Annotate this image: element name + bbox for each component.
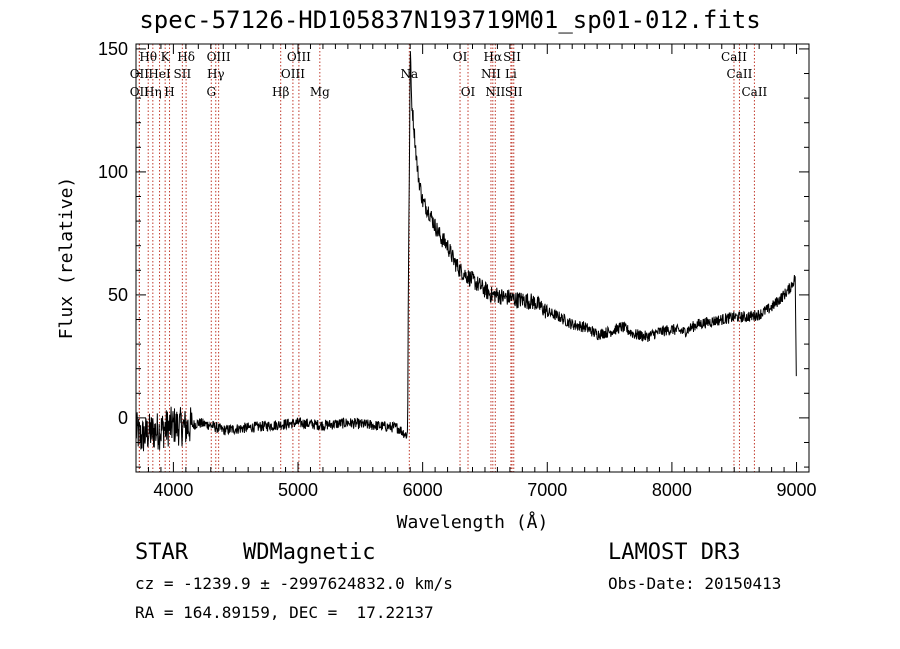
x-axis-ticks: 4000 5000 6000 7000 8000 9000	[135, 44, 817, 500]
line-label-26: CaII	[727, 67, 753, 81]
chart-title: spec-57126-HD105837N193719M01_sp01-012.f…	[139, 6, 761, 34]
y-tick-label-3: 150	[98, 39, 128, 59]
x-tick-label-4: 8000	[652, 480, 692, 500]
line-label-5: Hη	[144, 85, 162, 99]
y-tick-label-1: 50	[108, 285, 128, 305]
redshift-cz: cz = -1239.9 ± -2997624832.0 km/s	[135, 574, 453, 593]
x-axis-label: Wavelength (Å)	[397, 511, 549, 533]
line-label-17: OI	[453, 50, 468, 64]
line-label-6: H	[164, 85, 174, 99]
y-tick-label-0: 0	[118, 408, 128, 428]
line-label-24: SII	[505, 85, 523, 99]
line-label-19: Hα	[484, 50, 503, 64]
line-label-7: Hδ	[177, 50, 195, 64]
line-label-10: Hγ	[207, 67, 225, 81]
line-label-25: CaII	[721, 50, 747, 64]
coordinates: RA = 164.89159, DEC = 17.22137	[135, 603, 434, 622]
line-label-0: Hθ	[139, 50, 157, 64]
x-tick-label-0: 4000	[153, 480, 193, 500]
line-label-11: G	[206, 85, 216, 99]
line-label-3: K	[161, 50, 171, 64]
line-label-27: CaII	[741, 85, 767, 99]
line-label-12: OIII	[287, 50, 311, 64]
observation-date: Obs-Date: 20150413	[608, 574, 782, 593]
x-tick-label-3: 7000	[527, 480, 567, 500]
y-axis-label: Flux (relative)	[56, 177, 77, 340]
line-label-4: HeI	[148, 67, 171, 81]
survey-name: LAMOST DR3	[608, 540, 741, 565]
line-label-2: OII	[130, 85, 150, 99]
line-label-23: NII	[485, 85, 505, 99]
line-label-20: SII	[503, 50, 521, 64]
line-label-14: Hβ	[272, 85, 289, 99]
spectrum-trace	[135, 51, 797, 452]
line-label-15: Mg	[310, 85, 330, 99]
line-label-13: OIII	[281, 67, 305, 81]
line-label-21: NII	[481, 67, 501, 81]
y-axis-ticks: 0 50 100 150	[98, 39, 809, 468]
x-tick-label-2: 6000	[403, 480, 443, 500]
object-type: STAR	[135, 540, 188, 565]
line-label-16: Na	[400, 67, 418, 81]
x-tick-label-1: 5000	[278, 480, 318, 500]
y-tick-label-2: 100	[98, 162, 128, 182]
plot-frame	[135, 43, 810, 473]
line-label-8: SII	[174, 67, 192, 81]
line-label-22: Li	[505, 67, 517, 81]
line-label-9: OIII	[207, 50, 231, 64]
line-label-18: OI	[461, 85, 476, 99]
x-tick-label-5: 9000	[777, 480, 817, 500]
spectral-line-markers	[138, 44, 755, 472]
object-subclass: WDMagnetic	[243, 540, 376, 565]
